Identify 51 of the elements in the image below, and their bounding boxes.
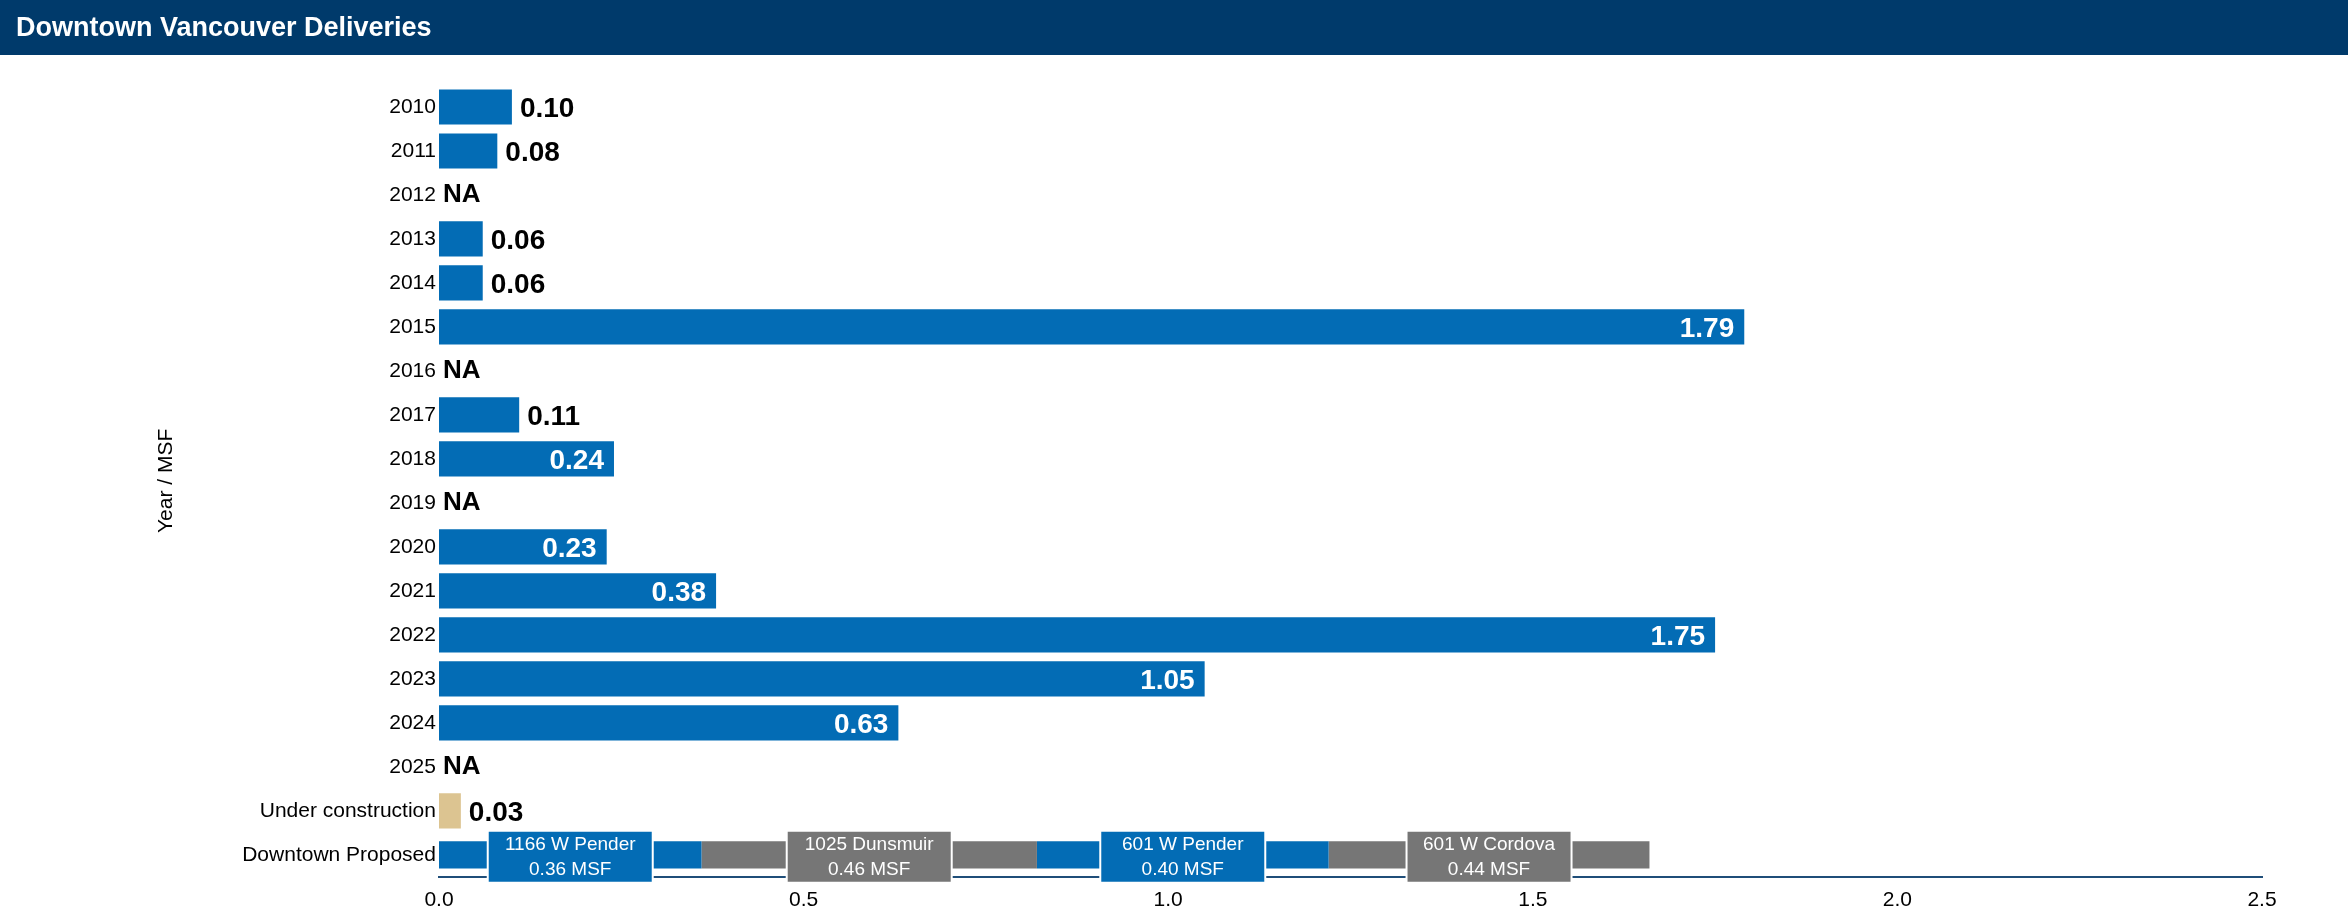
y-tick-label: 2018 [389, 445, 436, 469]
x-tick-label: 1.5 [1518, 887, 1548, 911]
data-label: 0.23 [542, 531, 597, 563]
text: NA [442, 178, 481, 209]
data-label: 1.75 [1650, 619, 1706, 651]
y-tick-label: 2014 [389, 269, 437, 293]
x-tick-label: 0.5 [788, 887, 819, 911]
text: NA [442, 486, 481, 517]
y-tick-label: 2015 [389, 313, 436, 337]
x-tick-label: 2.0 [1882, 887, 1912, 911]
data-label: 0.46 MSF [828, 858, 911, 880]
data-label: 0.10 [519, 91, 575, 123]
data-label: 1.79 [1679, 311, 1735, 343]
chart-title: Downtown Vancouver Deliveries [0, 0, 2348, 55]
y-tick-label: 2020 [389, 533, 436, 557]
data-label: 0.06 [490, 267, 546, 299]
series-label: 1025 Dunsmuir [804, 833, 935, 855]
y-tick-label: 2022 [389, 621, 436, 645]
y-tick-label: 2023 [389, 665, 436, 689]
data-label: 0.44 MSF [1447, 858, 1531, 880]
text: NA [442, 750, 481, 780]
data-label: 0.63 [833, 707, 889, 739]
data-label: 0.08 [505, 135, 560, 167]
data-label: 0.40 MSF [1141, 858, 1224, 880]
y-tick-label: 2010 [389, 93, 436, 117]
series-label: 601 W Cordova [1423, 833, 1556, 855]
data-label: 0.11 [527, 399, 581, 431]
y-axis-title: Year / MSF [153, 428, 177, 534]
y-tick-label: Downtown Proposed [242, 841, 436, 865]
y-tick-label: 2011 [390, 137, 436, 161]
y-tick-label: 2024 [389, 709, 437, 733]
series-label: 1166 W Pender [504, 833, 637, 855]
x-tick-label: 1.0 [1153, 887, 1183, 911]
y-tick-label: 2016 [389, 357, 436, 381]
series-label: 601 W Pender [1122, 833, 1245, 855]
y-tick-label: 2025 [389, 753, 436, 777]
y-tick-label: 2019 [389, 489, 436, 513]
y-tick-label: 2013 [389, 225, 436, 249]
data-label: 0.24 [549, 443, 605, 475]
text: NA [442, 354, 481, 385]
y-tick-label: 2021 [389, 577, 436, 601]
data-label: 0.38 [651, 575, 707, 607]
y-tick-label: 2012 [389, 181, 436, 205]
y-tick-label: Under construction [259, 797, 436, 821]
y-tick-label: 2017 [389, 401, 436, 425]
x-tick-label: 0.0 [424, 887, 454, 911]
x-tick-label: 2.5 [2247, 887, 2277, 911]
data-label: 1.05 [1140, 663, 1195, 695]
data-label: 0.03 [468, 795, 524, 827]
data-label: 0.36 MSF [529, 858, 612, 880]
data-label: 0.06 [490, 223, 546, 255]
